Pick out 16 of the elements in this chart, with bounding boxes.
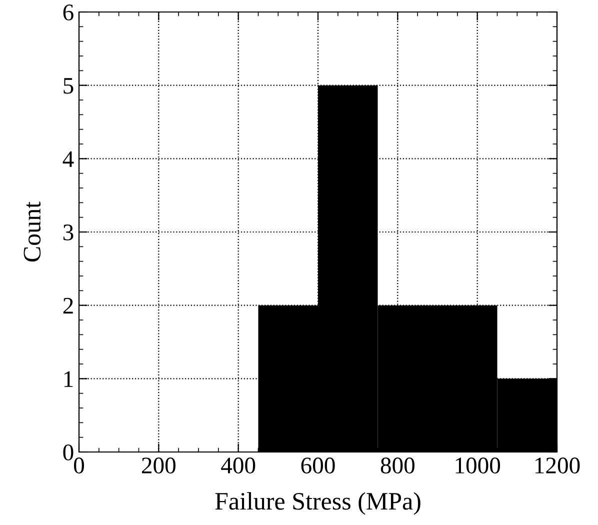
x-tick-label: 200 <box>142 458 176 474</box>
x-tick-label: 400 <box>221 458 256 474</box>
x-tick-label: 1200 <box>535 458 580 474</box>
x-tick-label: 1000 <box>456 458 500 474</box>
y-tick-label: 4 <box>62 151 74 167</box>
x-tick-label: 600 <box>301 458 335 474</box>
y-tick-label: 6 <box>63 4 74 20</box>
y-axis-title: Count <box>24 202 41 262</box>
y-tick-label: 5 <box>64 78 74 94</box>
y-tick-label: 0 <box>63 444 74 460</box>
x-axis-title: Failure Stress (MPa) <box>215 492 420 515</box>
y-tick-label: 2 <box>63 298 73 314</box>
y-tick-label: 1 <box>64 371 73 387</box>
x-tick-label: 0 <box>74 458 84 474</box>
y-tick-label: 3 <box>63 224 74 240</box>
x-tick-label: 800 <box>380 458 414 474</box>
